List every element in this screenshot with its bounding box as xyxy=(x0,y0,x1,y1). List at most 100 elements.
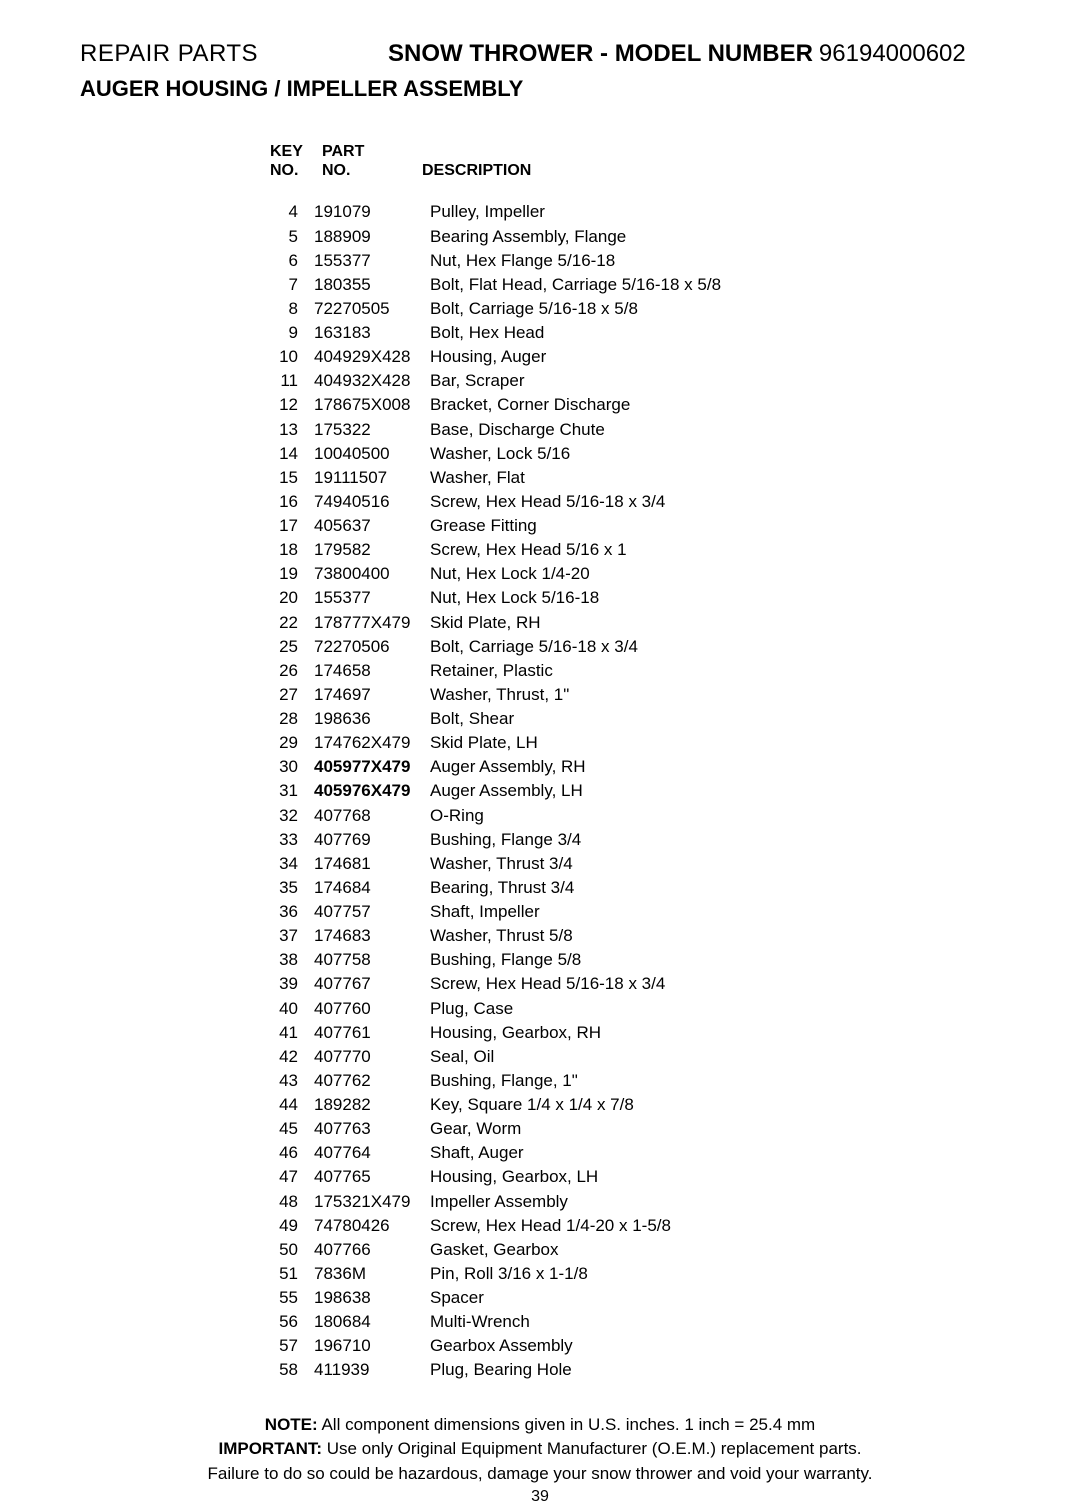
part-no: 155377 xyxy=(314,586,430,610)
description: Bolt, Hex Head xyxy=(430,321,544,345)
table-row: 38407758Bushing, Flange 5/8 xyxy=(270,948,1000,972)
part-no: 405977X479 xyxy=(314,755,430,779)
key-no: 58 xyxy=(270,1358,314,1382)
table-row: 26174658Retainer, Plastic xyxy=(270,659,1000,683)
key-no: 32 xyxy=(270,804,314,828)
part-no: 189282 xyxy=(314,1093,430,1117)
description: Pulley, Impeller xyxy=(430,200,545,224)
table-row: 35174684Bearing, Thrust 3/4 xyxy=(270,876,1000,900)
table-row: 517836MPin, Roll 3/16 x 1-1/8 xyxy=(270,1262,1000,1286)
key-no: 45 xyxy=(270,1117,314,1141)
key-no: 7 xyxy=(270,273,314,297)
note-label: NOTE: xyxy=(265,1415,318,1434)
part-no: 179582 xyxy=(314,538,430,562)
description: Housing, Gearbox, RH xyxy=(430,1021,601,1045)
key-no: 51 xyxy=(270,1262,314,1286)
table-row: 18179582Screw, Hex Head 5/16 x 1 xyxy=(270,538,1000,562)
table-row: 6155377Nut, Hex Flange 5/16-18 xyxy=(270,249,1000,273)
key-no: 50 xyxy=(270,1238,314,1262)
table-row: 12178675X008Bracket, Corner Discharge xyxy=(270,393,1000,417)
table-row: 30405977X479Auger Assembly, RH xyxy=(270,755,1000,779)
description: Key, Square 1/4 x 1/4 x 7/8 xyxy=(430,1093,634,1117)
description: Housing, Gearbox, LH xyxy=(430,1165,598,1189)
description: Skid Plate, LH xyxy=(430,731,538,755)
part-no: 404932X428 xyxy=(314,369,430,393)
part-no: 74940516 xyxy=(314,490,430,514)
important-text: Use only Original Equipment Manufacturer… xyxy=(322,1439,862,1458)
footer-notes: NOTE: All component dimensions given in … xyxy=(80,1413,1000,1487)
description: Screw, Hex Head 5/16-18 x 3/4 xyxy=(430,490,665,514)
description: Screw, Hex Head 5/16 x 1 xyxy=(430,538,627,562)
part-no: 407769 xyxy=(314,828,430,852)
table-row: 55198638Spacer xyxy=(270,1286,1000,1310)
part-no: 178777X479 xyxy=(314,611,430,635)
key-no: 8 xyxy=(270,297,314,321)
table-row: 44189282Key, Square 1/4 x 1/4 x 7/8 xyxy=(270,1093,1000,1117)
key-no: 40 xyxy=(270,997,314,1021)
table-row: 34174681Washer, Thrust 3/4 xyxy=(270,852,1000,876)
model-title: SNOW THROWER - MODEL NUMBER xyxy=(388,40,813,68)
part-no: 198636 xyxy=(314,707,430,731)
table-row: 50407766Gasket, Gearbox xyxy=(270,1238,1000,1262)
key-no: 48 xyxy=(270,1190,314,1214)
part-no: 407766 xyxy=(314,1238,430,1262)
part-no: 155377 xyxy=(314,249,430,273)
part-no: 163183 xyxy=(314,321,430,345)
description: Shaft, Auger xyxy=(430,1141,524,1165)
part-no: 174697 xyxy=(314,683,430,707)
table-row: 17405637Grease Fitting xyxy=(270,514,1000,538)
col-desc-header: DESCRIPTION xyxy=(422,142,531,180)
description: Shaft, Impeller xyxy=(430,900,540,924)
description: Nut, Hex Lock 5/16-18 xyxy=(430,586,599,610)
table-row: 9163183Bolt, Hex Head xyxy=(270,321,1000,345)
table-row: 1410040500Washer, Lock 5/16 xyxy=(270,442,1000,466)
key-no: 46 xyxy=(270,1141,314,1165)
key-no: 19 xyxy=(270,562,314,586)
description: Washer, Flat xyxy=(430,466,525,490)
key-no: 55 xyxy=(270,1286,314,1310)
table-row: 40407760Plug, Case xyxy=(270,997,1000,1021)
part-no: 175321X479 xyxy=(314,1190,430,1214)
table-row: 28198636Bolt, Shear xyxy=(270,707,1000,731)
table-row: 57196710Gearbox Assembly xyxy=(270,1334,1000,1358)
table-row: 46407764Shaft, Auger xyxy=(270,1141,1000,1165)
key-no: 31 xyxy=(270,779,314,803)
table-row: 13175322Base, Discharge Chute xyxy=(270,418,1000,442)
key-no: 39 xyxy=(270,972,314,996)
part-no: 175322 xyxy=(314,418,430,442)
description: Nut, Hex Lock 1/4-20 xyxy=(430,562,590,586)
note-text: All component dimensions given in U.S. i… xyxy=(318,1415,816,1434)
key-no: 28 xyxy=(270,707,314,731)
description: Plug, Bearing Hole xyxy=(430,1358,572,1382)
part-no: 407770 xyxy=(314,1045,430,1069)
part-no: 407761 xyxy=(314,1021,430,1045)
key-no: 11 xyxy=(270,369,314,393)
key-no: 17 xyxy=(270,514,314,538)
col-key-header: KEY NO. xyxy=(270,142,322,180)
key-no: 34 xyxy=(270,852,314,876)
table-row: 32407768O-Ring xyxy=(270,804,1000,828)
table-row: 39407767Screw, Hex Head 5/16-18 x 3/4 xyxy=(270,972,1000,996)
description: Bushing, Flange 3/4 xyxy=(430,828,581,852)
key-no: 10 xyxy=(270,345,314,369)
part-no: 174681 xyxy=(314,852,430,876)
key-no: 12 xyxy=(270,393,314,417)
table-row: 7180355Bolt, Flat Head, Carriage 5/16-18… xyxy=(270,273,1000,297)
page-number: 39 xyxy=(80,1488,1000,1506)
part-no: 404929X428 xyxy=(314,345,430,369)
part-no: 405637 xyxy=(314,514,430,538)
part-no: 411939 xyxy=(314,1358,430,1382)
table-row: 11404932X428Bar, Scraper xyxy=(270,369,1000,393)
description: Retainer, Plastic xyxy=(430,659,553,683)
part-no: 188909 xyxy=(314,225,430,249)
warning-line: Failure to do so could be hazardous, dam… xyxy=(80,1462,1000,1487)
description: Housing, Auger xyxy=(430,345,546,369)
key-no: 15 xyxy=(270,466,314,490)
table-row: 42407770Seal, Oil xyxy=(270,1045,1000,1069)
key-no: 13 xyxy=(270,418,314,442)
description: Gearbox Assembly xyxy=(430,1334,573,1358)
description: Bracket, Corner Discharge xyxy=(430,393,630,417)
part-no: 407762 xyxy=(314,1069,430,1093)
description: Washer, Thrust 3/4 xyxy=(430,852,573,876)
description: Grease Fitting xyxy=(430,514,537,538)
